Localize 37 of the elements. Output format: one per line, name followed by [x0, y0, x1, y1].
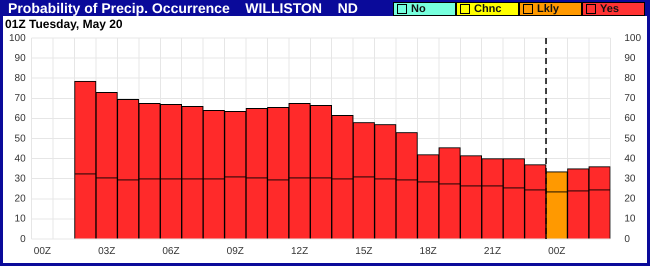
chart-subtitle: 01Z Tuesday, May 20 — [5, 17, 123, 31]
legend-label: No — [411, 3, 426, 15]
y2-tick-label: 40 — [624, 153, 636, 164]
x-tick-label: 06Z — [162, 246, 180, 257]
y-tick-label: 0 — [20, 234, 26, 245]
y2-tick-label: 60 — [624, 113, 636, 124]
x-tick-label: 15Z — [355, 246, 372, 257]
legend-label: Chnc — [474, 3, 502, 15]
x-tick-label: 00Z — [34, 246, 52, 257]
x-tick-label: 18Z — [420, 246, 437, 257]
x-tick-label: 21Z — [484, 246, 502, 257]
legend-label: Lkly — [537, 3, 560, 15]
x-tick-label: 00Z — [548, 246, 566, 257]
y-tick-label: 50 — [14, 133, 26, 144]
y2-tick-label: 10 — [624, 214, 636, 225]
y-tick-label: 60 — [14, 113, 26, 124]
y2-tick-label: 100 — [624, 32, 642, 44]
y2-tick-label: 30 — [624, 173, 636, 184]
y2-tick-label: 70 — [624, 93, 636, 104]
y-tick-label: 100 — [8, 32, 26, 44]
y-tick-label: 90 — [14, 52, 26, 64]
y2-tick-label: 50 — [624, 133, 636, 144]
y2-tick-label: 80 — [624, 72, 636, 84]
y-tick-label: 30 — [14, 173, 26, 184]
x-tick-label: 12Z — [290, 246, 308, 257]
y-tick-label: 10 — [14, 214, 26, 225]
y2-tick-label: 20 — [624, 194, 636, 205]
y-tick-label: 40 — [14, 153, 26, 164]
legend-label: Yes — [600, 3, 619, 15]
y-tick-label: 20 — [14, 194, 26, 205]
y-tick-label: 80 — [14, 72, 26, 84]
y-tick-label: 70 — [14, 93, 26, 104]
x-tick-label: 09Z — [226, 246, 244, 257]
chart-title: Probability of Precip. Occurrence WILLISTON ND — [8, 0, 358, 16]
y2-tick-label: 90 — [624, 52, 636, 64]
x-tick-label: 03Z — [98, 246, 116, 257]
y2-tick-label: 0 — [624, 234, 630, 245]
